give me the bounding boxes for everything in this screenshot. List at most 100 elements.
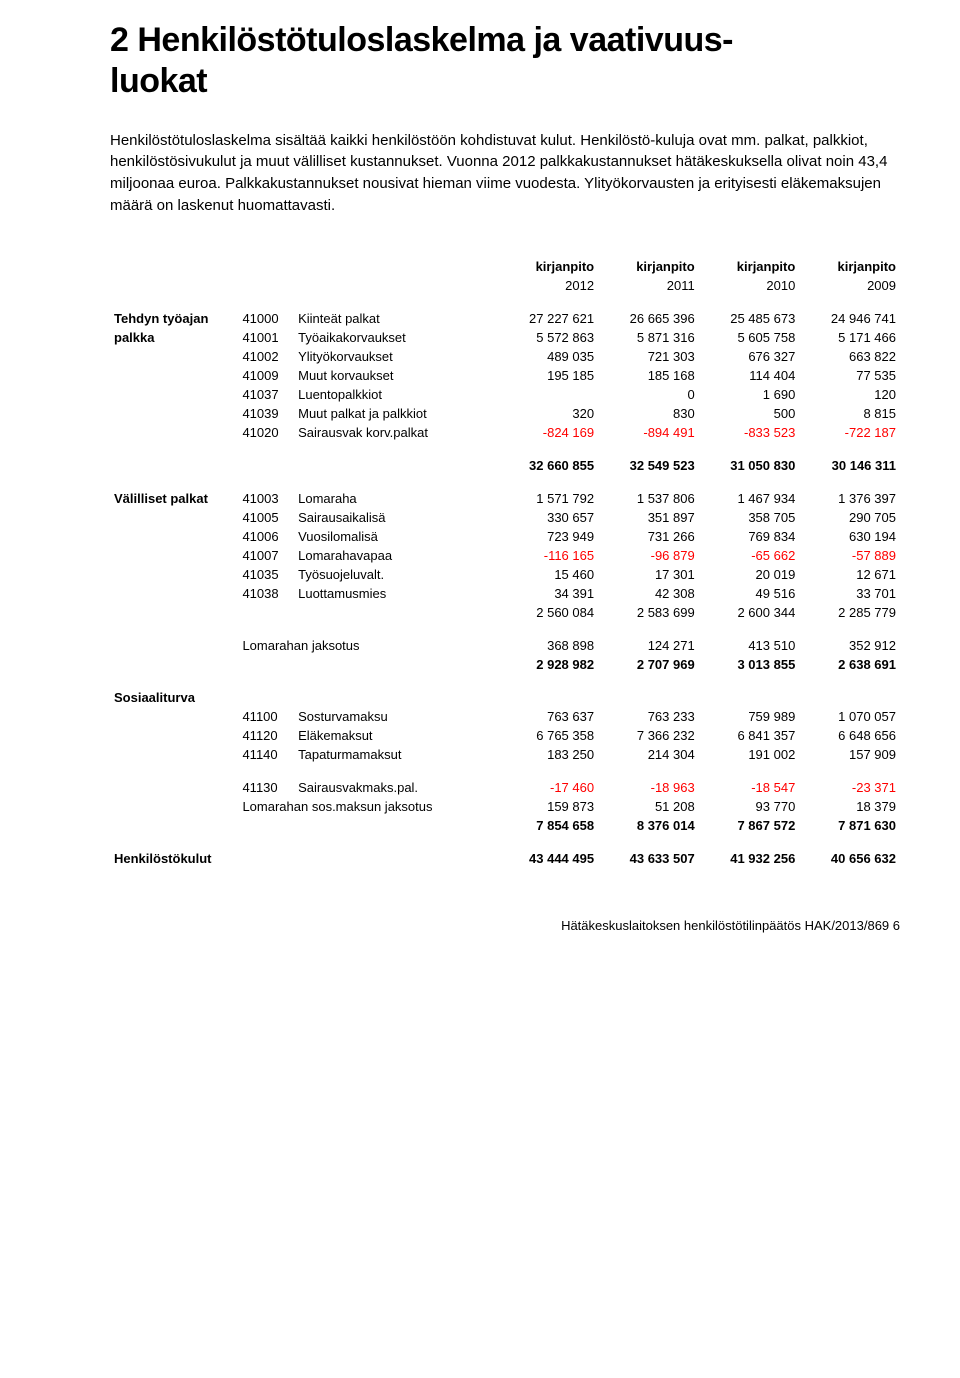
year-col: 2009 [799, 276, 900, 295]
subtotal-cell: 8 376 014 [598, 816, 699, 835]
account-code: 41009 [238, 366, 294, 385]
value-cell: 2 583 699 [598, 603, 699, 622]
group-label: Sosiaaliturva [110, 688, 900, 707]
value-cell: 320 [497, 404, 598, 423]
value-cell: 159 873 [497, 797, 598, 816]
value-cell: 1 467 934 [699, 489, 800, 508]
empty-cell [110, 546, 238, 565]
value-cell: 191 002 [699, 745, 800, 764]
grand-total-cell: 40 656 632 [799, 849, 900, 868]
value-cell: 1 376 397 [799, 489, 900, 508]
subtotal-cell: 32 549 523 [598, 456, 699, 475]
value-cell: 12 671 [799, 565, 900, 584]
value-cell: -65 662 [699, 546, 800, 565]
year-row: 2012201120102009 [110, 276, 900, 295]
value-cell: 630 194 [799, 527, 900, 546]
value-cell: 51 208 [598, 797, 699, 816]
value-cell: 352 912 [799, 636, 900, 655]
value-cell: 18 379 [799, 797, 900, 816]
account-label: Työsuojeluvalt. [294, 565, 497, 584]
value-cell: 157 909 [799, 745, 900, 764]
data-row: 41100Sosturvamaksu763 637763 233759 9891… [110, 707, 900, 726]
value-cell: 500 [699, 404, 800, 423]
account-code: 41035 [238, 565, 294, 584]
year-col: 2011 [598, 276, 699, 295]
account-code: 41002 [238, 347, 294, 366]
account-label: Työaikakorvaukset [294, 328, 497, 347]
data-row: Välilliset palkat41003Lomaraha1 571 7921… [110, 489, 900, 508]
account-label: Lomarahan sos.maksun jaksotus [238, 797, 497, 816]
data-row: 41009Muut korvaukset195 185185 168114 40… [110, 366, 900, 385]
value-cell: 1 537 806 [598, 489, 699, 508]
subtotal-cell: 32 660 855 [497, 456, 598, 475]
value-cell: 731 266 [598, 527, 699, 546]
value-cell: 489 035 [497, 347, 598, 366]
value-cell: 5 871 316 [598, 328, 699, 347]
header-row: kirjanpitokirjanpitokirjanpitokirjanpito [110, 257, 900, 276]
account-label: Vuosilomalisä [294, 527, 497, 546]
subtotal-cell: 7 854 658 [497, 816, 598, 835]
data-row: 41037Luentopalkkiot01 690120 [110, 385, 900, 404]
value-cell: 49 516 [699, 584, 800, 603]
value-cell: 763 637 [497, 707, 598, 726]
spacer-row [110, 674, 900, 688]
value-cell: 721 303 [598, 347, 699, 366]
value-cell: 676 327 [699, 347, 800, 366]
account-code: 41005 [238, 508, 294, 527]
account-label: Muut korvaukset [294, 366, 497, 385]
subtotal-row: 32 660 85532 549 52331 050 83030 146 311 [110, 456, 900, 475]
account-code: 41003 [238, 489, 294, 508]
empty-cell [110, 404, 238, 423]
intro-paragraph: Henkilöstötuloslaskelma sisältää kaikki … [110, 130, 900, 217]
value-cell: 1 070 057 [799, 707, 900, 726]
grand-total-cell: 43 444 495 [497, 849, 598, 868]
value-cell: 77 535 [799, 366, 900, 385]
data-row: 41006Vuosilomalisä723 949731 266769 8346… [110, 527, 900, 546]
col-header: kirjanpito [497, 257, 598, 276]
intro-text: Henkilöstötuloslaskelma sisältää kaikki … [110, 130, 900, 217]
value-cell: 114 404 [699, 366, 800, 385]
page-footer: Hätäkeskuslaitoksen henkilöstötilinpäätö… [110, 918, 900, 933]
value-cell: 20 019 [699, 565, 800, 584]
account-code: 41130 [238, 778, 294, 797]
financial-table: kirjanpitokirjanpitokirjanpitokirjanpito… [110, 257, 900, 868]
value-cell: 6 765 358 [497, 726, 598, 745]
account-label: Lomaraha [294, 489, 497, 508]
value-cell: 1 571 792 [497, 489, 598, 508]
subtotal-cell: 3 013 855 [699, 655, 800, 674]
account-code: 41039 [238, 404, 294, 423]
data-row: 41130Sairausvakmaks.pal.-17 460-18 963-1… [110, 778, 900, 797]
value-cell [497, 385, 598, 404]
group-label: palkka [110, 328, 238, 347]
value-cell: 27 227 621 [497, 309, 598, 328]
inline-total-row: 2 560 0842 583 6992 600 3442 285 779 [110, 603, 900, 622]
col-header: kirjanpito [699, 257, 800, 276]
value-cell: 195 185 [497, 366, 598, 385]
spacer-row [110, 295, 900, 309]
empty-cell [110, 527, 238, 546]
year-col: 2010 [699, 276, 800, 295]
data-row: 41038Luottamusmies34 39142 30849 51633 7… [110, 584, 900, 603]
grand-total-cell: 43 633 507 [598, 849, 699, 868]
account-label: Lomarahavapaa [294, 546, 497, 565]
subtotal-cell: 7 867 572 [699, 816, 800, 835]
year-col: 2012 [497, 276, 598, 295]
account-label: Muut palkat ja palkkiot [294, 404, 497, 423]
value-cell: 5 605 758 [699, 328, 800, 347]
subtotal-row: 7 854 6588 376 0147 867 5727 871 630 [110, 816, 900, 835]
spacer-row [110, 764, 900, 778]
value-cell: 723 949 [497, 527, 598, 546]
spacer-row [110, 835, 900, 849]
subtotal-cell: 7 871 630 [799, 816, 900, 835]
data-row: 41007Lomarahavapaa-116 165-96 879-65 662… [110, 546, 900, 565]
data-row: 41020Sairausvak korv.palkat-824 169-894 … [110, 423, 900, 442]
value-cell: -57 889 [799, 546, 900, 565]
data-row: Lomarahan sos.maksun jaksotus159 87351 2… [110, 797, 900, 816]
value-cell: -116 165 [497, 546, 598, 565]
empty-cell [110, 584, 238, 603]
subtotal-row: 2 928 9822 707 9693 013 8552 638 691 [110, 655, 900, 674]
value-cell: 120 [799, 385, 900, 404]
value-cell: 413 510 [699, 636, 800, 655]
value-cell: 6 648 656 [799, 726, 900, 745]
group-header: Sosiaaliturva [110, 688, 900, 707]
